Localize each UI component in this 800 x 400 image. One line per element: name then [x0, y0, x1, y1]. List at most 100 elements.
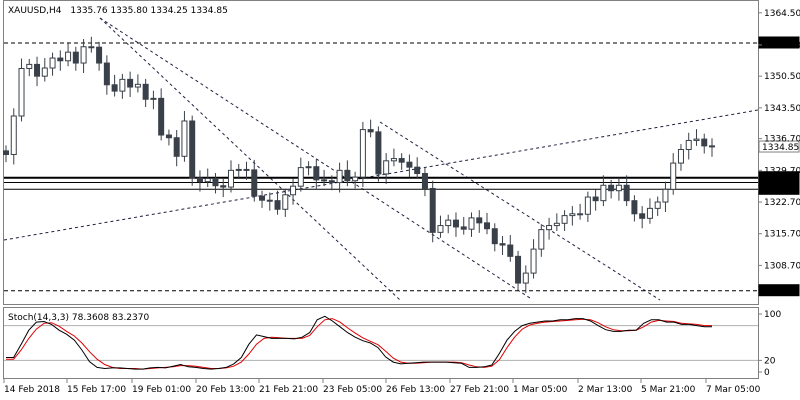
candle-down	[34, 63, 41, 77]
candle-down	[484, 222, 491, 230]
candle-up	[227, 169, 234, 188]
candle-up	[181, 120, 188, 157]
candle-down	[507, 244, 514, 257]
candle-down	[220, 185, 227, 188]
level-tag	[758, 284, 800, 297]
stochastic-levels	[4, 325, 758, 361]
candle-up	[662, 188, 669, 203]
candle-up	[685, 139, 692, 151]
trendline	[99, 17, 531, 299]
candle-down	[3, 150, 9, 155]
trendlines	[3, 17, 759, 301]
candle-down	[709, 145, 715, 148]
x-tick-label: 27 Feb 21:00	[450, 385, 509, 395]
candle-up	[297, 167, 304, 187]
candle-up	[561, 215, 568, 224]
candle-down	[251, 169, 258, 197]
candle-down	[212, 177, 219, 187]
candle-up	[65, 51, 72, 62]
trendline	[379, 121, 661, 301]
candle-down	[429, 187, 436, 233]
candle-down	[701, 138, 708, 147]
candle-up	[290, 185, 297, 196]
candle-down	[639, 213, 646, 219]
stochastic-lines	[6, 315, 712, 370]
candle-up	[615, 184, 622, 192]
candle-down	[515, 255, 522, 284]
candle-down	[414, 166, 421, 175]
candle-down	[189, 120, 196, 179]
x-tick-label: 14 Feb 2018	[4, 385, 60, 395]
stoch-y-tick-label: 0	[764, 368, 770, 378]
candle-up	[119, 78, 126, 92]
candle-up	[150, 97, 157, 100]
candle-down	[608, 184, 615, 192]
trendline	[99, 17, 401, 301]
y-tick-label: 1357.40	[764, 41, 800, 51]
candle-down	[173, 137, 180, 157]
level-tag	[758, 36, 800, 49]
candle-down	[243, 168, 250, 171]
candle-up	[26, 63, 33, 69]
y-tick-label: 1308.70	[764, 261, 800, 271]
candle-up	[10, 115, 17, 155]
candlestick-series	[3, 36, 715, 294]
candle-down	[274, 200, 281, 210]
candle-down	[127, 78, 134, 88]
candle-up	[569, 213, 576, 217]
candle-down	[328, 180, 335, 184]
y-tick-label: 1343.50	[764, 104, 800, 114]
stochastic-panel: Stoch(14,3,3) 78.3608 83.2370	[3, 307, 759, 379]
candle-down	[577, 213, 584, 216]
chart-symbol: XAUUSD,H4	[8, 6, 62, 16]
candle-up	[546, 225, 553, 231]
x-tick-label: 23 Feb 05:00	[323, 385, 382, 395]
candle-up	[383, 160, 390, 175]
level-tag-label: 1357.83	[762, 39, 799, 49]
stoch-y-tick-label: 20	[764, 356, 776, 366]
price-panel: 1357.831334.851328.071327.001325.511303.…	[3, 0, 800, 305]
x-tick-label: 20 Feb 13:00	[196, 385, 255, 395]
x-tick-label: 1 Mar 05:00	[513, 385, 568, 395]
candle-down	[406, 161, 413, 168]
x-tick-label: 26 Feb 13:00	[386, 385, 445, 395]
candle-down	[111, 84, 118, 92]
chart-title: XAUUSD,H4 1335.76 1335.80 1334.25 1334.8…	[8, 6, 228, 16]
candle-down	[375, 131, 382, 175]
candle-down	[259, 195, 266, 201]
y-tick-label: 1336.70	[764, 135, 800, 145]
candle-up	[538, 229, 545, 250]
candle-up	[437, 225, 444, 233]
x-tick-label: 15 Feb 17:00	[67, 385, 126, 395]
x-axis: 14 Feb 2018 15 Feb 17:00 19 Feb 01:00 20 Fe…	[3, 379, 761, 395]
candle-down	[623, 184, 630, 202]
candle-down	[452, 219, 459, 228]
candle-down	[142, 83, 149, 100]
candle-up	[600, 184, 607, 202]
candle-down	[499, 243, 506, 246]
candle-down	[421, 173, 428, 189]
candle-up	[553, 222, 560, 227]
candle-down	[592, 196, 599, 202]
candle-up	[352, 176, 359, 182]
level-tag	[758, 182, 800, 195]
candle-down	[266, 199, 273, 202]
x-tick-label: 2 Mar 13:00	[578, 385, 633, 395]
candle-up	[646, 207, 653, 219]
candle-up	[468, 217, 475, 230]
candle-up	[654, 201, 661, 209]
candle-up	[530, 248, 537, 274]
candle-down	[344, 169, 351, 182]
level-tag	[758, 140, 800, 153]
x-tick-label: 5 Mar 21:00	[641, 385, 696, 395]
chart-ohlc: 1335.76 1335.80 1334.25 1334.85	[70, 6, 227, 16]
y-tick-label: 1364.50	[764, 9, 800, 19]
level-tag-label: 1325.51	[762, 185, 799, 195]
candle-down	[367, 129, 374, 133]
level-tag-label: 1334.85	[762, 143, 799, 153]
candle-down	[321, 179, 328, 182]
candle-up	[18, 67, 25, 117]
candle-down	[460, 226, 467, 230]
candle-up	[235, 168, 242, 171]
level-tag-label: 1303.11	[762, 287, 799, 297]
